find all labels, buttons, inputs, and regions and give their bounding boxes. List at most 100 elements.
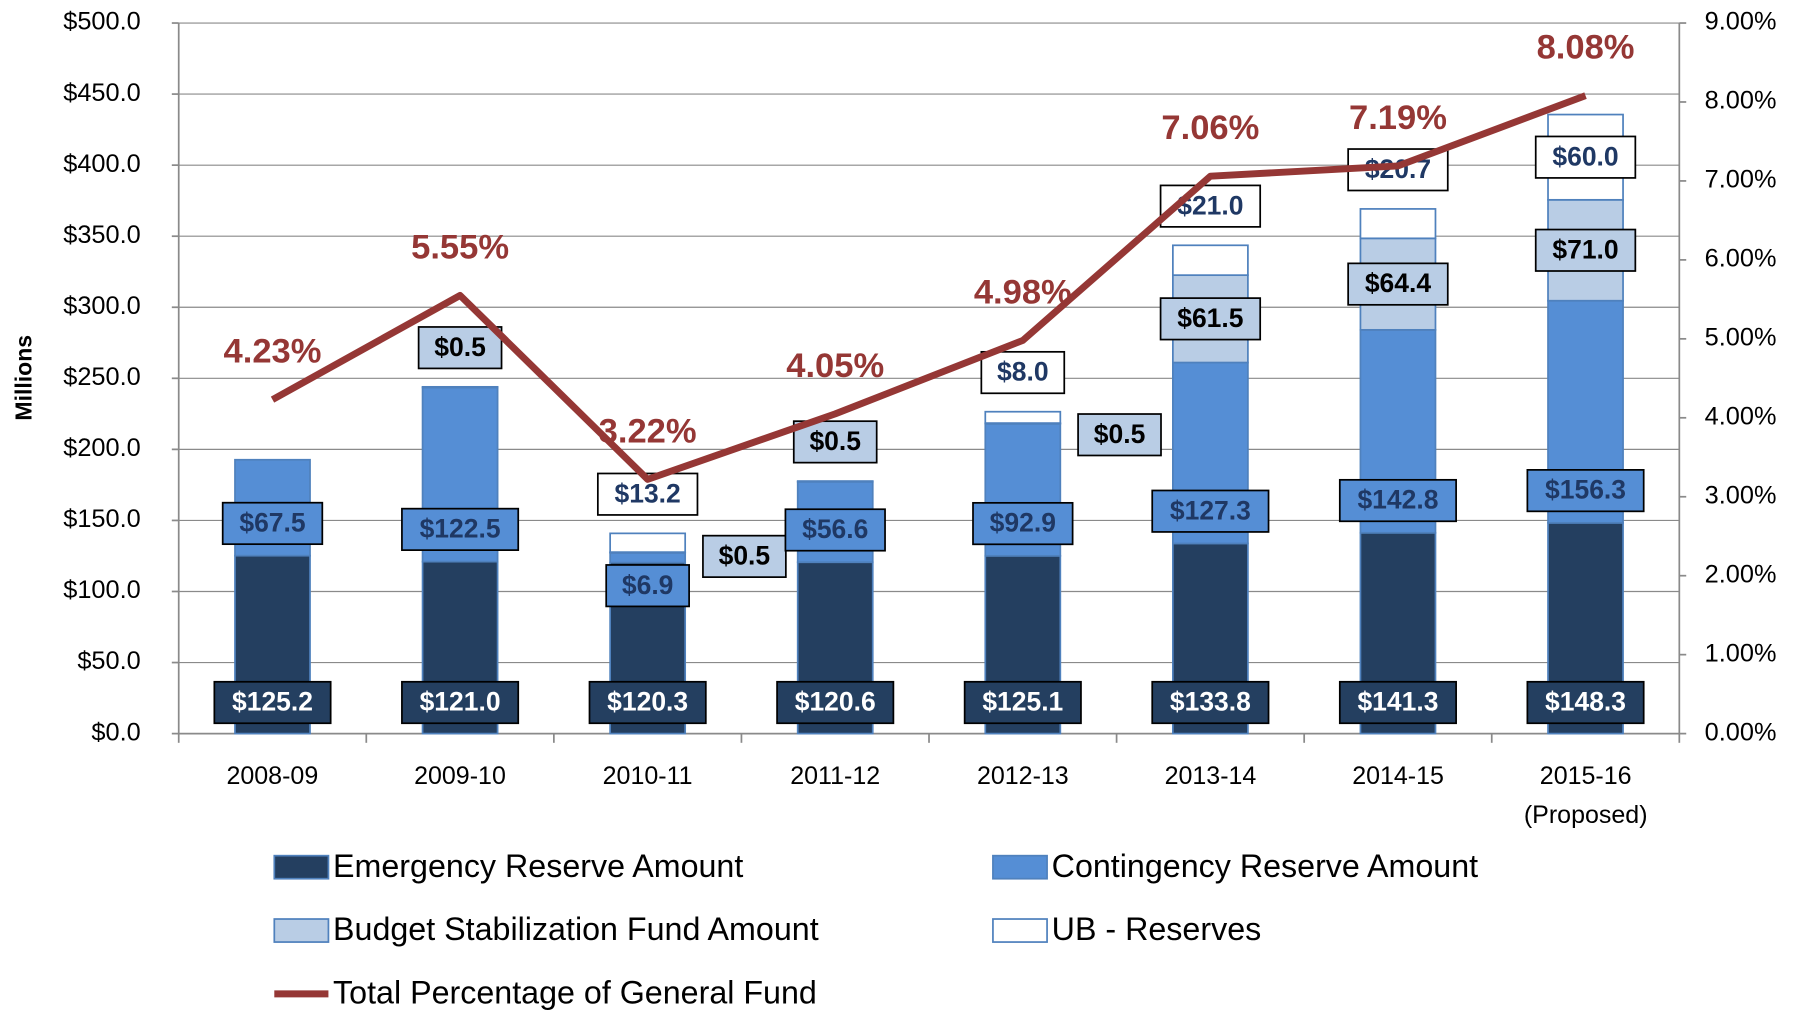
data-label-box xyxy=(605,564,690,608)
line-data-label: 4.23% xyxy=(224,333,322,371)
bar-segment xyxy=(984,410,1062,424)
line xyxy=(270,92,1587,483)
bar-segment xyxy=(1359,208,1437,240)
data-label: $127.3 xyxy=(1170,495,1251,525)
data-label: $64.4 xyxy=(1365,268,1432,298)
data-label: $0.5 xyxy=(1094,419,1146,449)
data-label-box xyxy=(1526,680,1645,725)
data-label-box xyxy=(401,507,520,551)
y2-tick-label: 7.00% xyxy=(1705,166,1777,194)
data-label-box xyxy=(417,326,503,370)
y-tick-label: $500.0 xyxy=(63,8,140,36)
data-label-box xyxy=(213,680,332,725)
y-tick-label: $250.0 xyxy=(63,363,140,391)
x-tick-label: 2008-09 xyxy=(226,761,319,790)
data-label-box xyxy=(221,501,324,546)
data-label-box xyxy=(588,680,707,725)
data-label-box xyxy=(1077,413,1162,457)
data-label: $121.0 xyxy=(420,687,501,717)
y2-tick-label: 1.00% xyxy=(1705,639,1777,667)
data-label-box xyxy=(784,508,886,552)
data-label: $142.8 xyxy=(1357,485,1438,515)
y-axis-title: Millions xyxy=(11,335,37,421)
x-tick-label: 2011-12 xyxy=(790,761,881,790)
data-label-box xyxy=(1338,680,1457,725)
y2-tick-label: 4.00% xyxy=(1705,402,1777,430)
data-label: $56.6 xyxy=(802,514,868,544)
data-label-box xyxy=(776,680,895,725)
data-label: $122.5 xyxy=(420,514,501,544)
data-label-box xyxy=(963,680,1082,725)
y-tick-label: $200.0 xyxy=(63,434,140,462)
data-label: $8.0 xyxy=(997,357,1049,387)
data-label-box xyxy=(1151,680,1270,725)
y-tick-label: $300.0 xyxy=(63,292,140,320)
data-label: $13.2 xyxy=(615,478,681,508)
legend-label: Contingency Reserve Amount xyxy=(1052,848,1478,884)
legend-label: Total Percentage of General Fund xyxy=(333,975,817,1010)
y-tick-label: $150.0 xyxy=(63,505,140,533)
line-data-label: 8.08% xyxy=(1537,29,1635,67)
line-data-label: 3.22% xyxy=(599,412,697,450)
legend-swatch xyxy=(273,918,330,943)
y2-tick-label: 3.00% xyxy=(1705,481,1777,509)
y2-tick-label: 9.00% xyxy=(1705,8,1777,36)
y-tick-label: $50.0 xyxy=(77,647,140,675)
line-data-label: 7.06% xyxy=(1161,109,1259,147)
line-data-label: 4.98% xyxy=(974,273,1072,311)
data-label-box xyxy=(792,420,878,464)
bar-segment xyxy=(421,385,499,389)
data-label: $0.5 xyxy=(809,426,861,456)
bar-segment xyxy=(609,551,687,564)
line-data-label: 4.05% xyxy=(786,347,884,385)
data-label-box xyxy=(1347,262,1449,306)
data-label-box xyxy=(1338,478,1457,523)
data-label: $120.6 xyxy=(795,687,876,717)
data-label-box xyxy=(401,680,520,725)
y-tick-label: $0.0 xyxy=(91,718,140,746)
data-label: $141.3 xyxy=(1357,687,1438,717)
legend-label: Budget Stabilization Fund Amount xyxy=(333,911,819,947)
y2-tick-label: 2.00% xyxy=(1705,560,1777,588)
y2-tick-label: 6.00% xyxy=(1705,245,1777,273)
legend-label: Emergency Reserve Amount xyxy=(333,848,743,884)
x-tick-label: 2009-10 xyxy=(414,761,506,790)
y2-tick-label: 8.00% xyxy=(1705,87,1777,115)
data-label-box xyxy=(1534,228,1637,272)
legend-swatch xyxy=(992,918,1048,943)
bar-segment xyxy=(1172,244,1249,277)
data-label: $133.8 xyxy=(1170,687,1251,717)
data-label-box xyxy=(1534,135,1637,179)
data-label: $92.9 xyxy=(990,508,1056,538)
y-tick-label: $350.0 xyxy=(63,221,140,249)
data-label-box xyxy=(972,501,1074,546)
y-tick-label: $450.0 xyxy=(63,79,140,107)
data-label-box xyxy=(1526,469,1645,513)
data-label-box xyxy=(980,350,1066,395)
line-data-label: 7.19% xyxy=(1349,99,1447,137)
y2-tick-label: 5.00% xyxy=(1705,324,1777,352)
data-label: $0.5 xyxy=(719,541,771,571)
bar-segment xyxy=(609,532,687,553)
data-label: $0.5 xyxy=(434,332,486,362)
legend-swatch xyxy=(273,854,330,880)
bar-segment xyxy=(796,480,874,483)
data-label-box xyxy=(1151,489,1270,533)
data-label: $67.5 xyxy=(239,508,305,538)
x-tick-label: 2012-13 xyxy=(976,761,1069,790)
data-label: $60.0 xyxy=(1552,141,1618,171)
data-label: $71.0 xyxy=(1552,234,1618,264)
data-label: $148.3 xyxy=(1545,687,1626,717)
legend-swatch xyxy=(992,854,1048,880)
data-label: $6.9 xyxy=(622,570,674,600)
data-label: $125.2 xyxy=(232,687,313,717)
line-data-label: 5.55% xyxy=(411,228,509,266)
data-label: $61.5 xyxy=(1177,303,1243,333)
x-tick-label: 2014-15 xyxy=(1352,761,1444,790)
x-tick-label: 2013-14 xyxy=(1164,761,1257,790)
y2-tick-label: 0.00% xyxy=(1705,718,1777,746)
y-tick-label: $400.0 xyxy=(63,150,140,178)
data-label: $156.3 xyxy=(1545,475,1626,505)
